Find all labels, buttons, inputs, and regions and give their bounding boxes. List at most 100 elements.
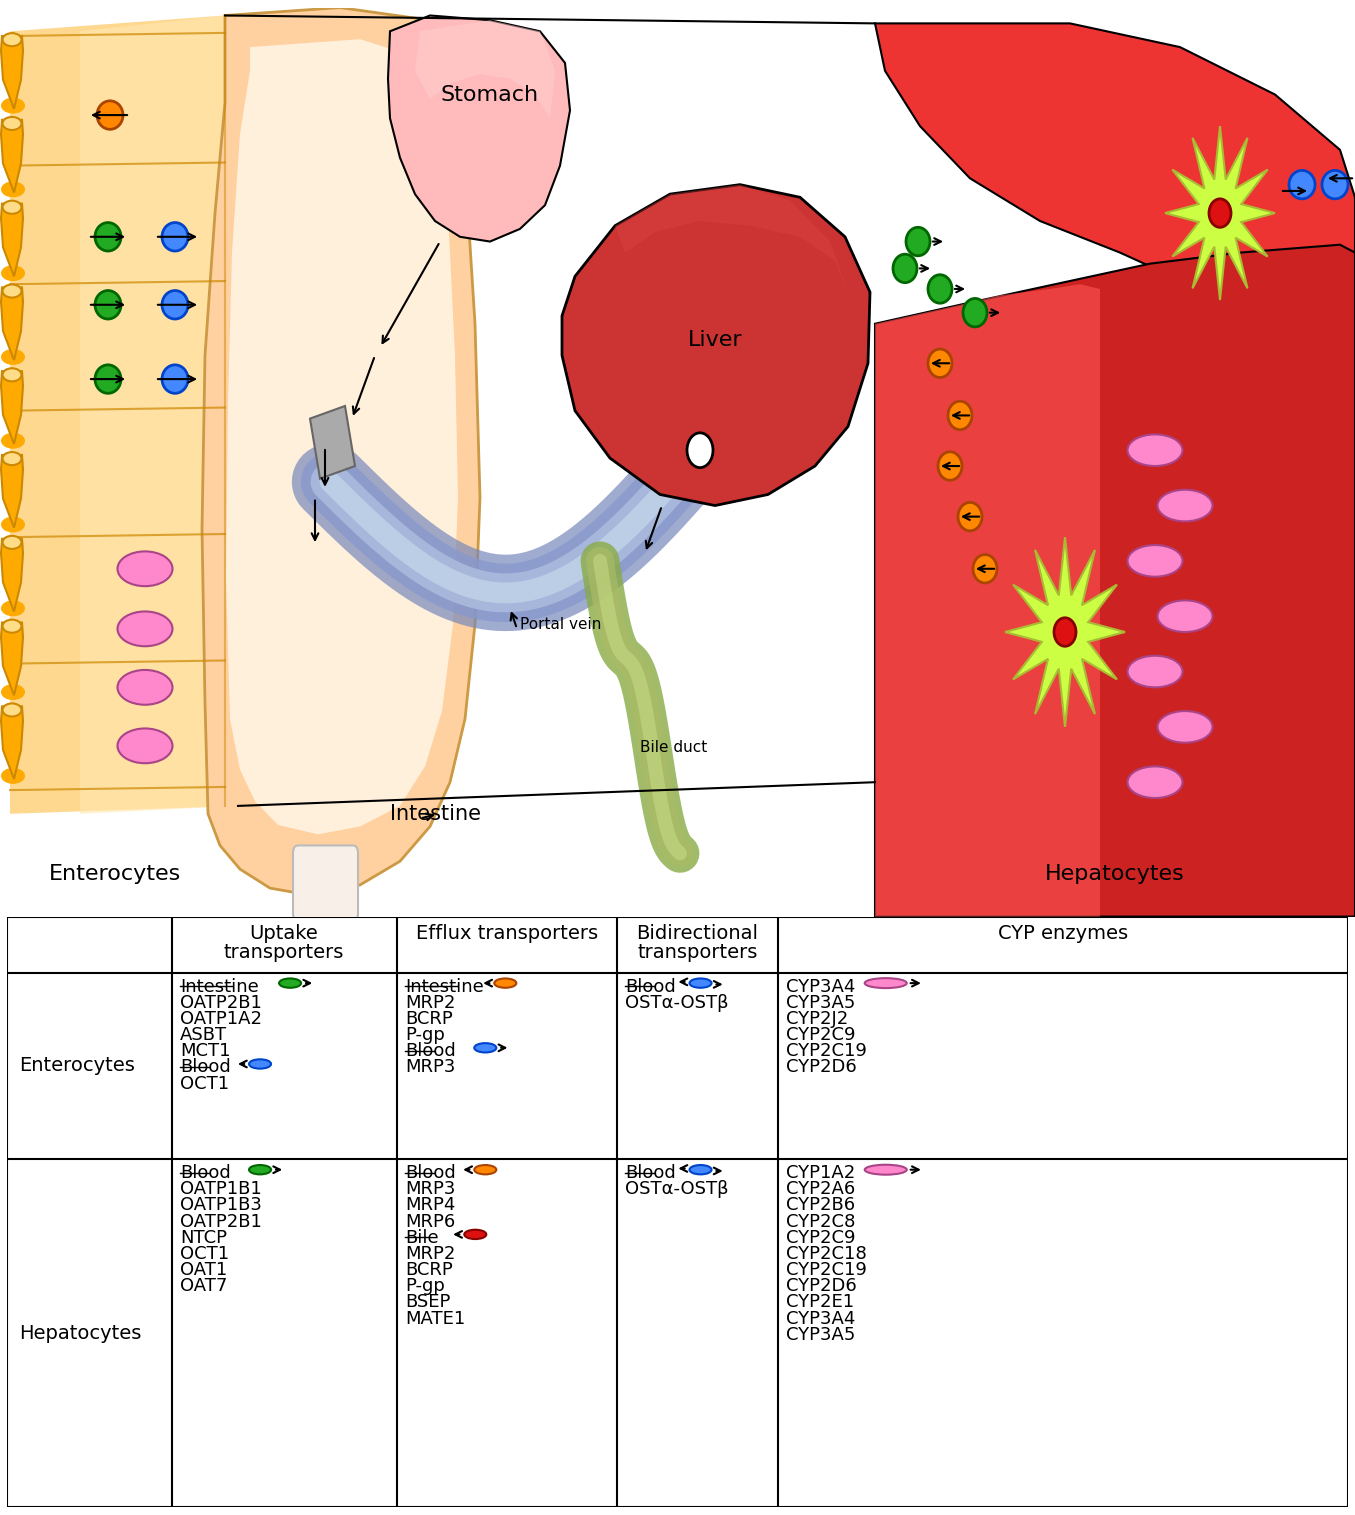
Polygon shape — [388, 15, 570, 241]
Text: OATP1A2: OATP1A2 — [180, 1011, 262, 1027]
Ellipse shape — [3, 620, 22, 633]
Polygon shape — [1, 288, 23, 361]
Text: Hepatocytes: Hepatocytes — [1045, 864, 1184, 883]
Ellipse shape — [687, 433, 713, 468]
Ellipse shape — [95, 365, 121, 394]
Text: CYP2C19: CYP2C19 — [786, 1042, 866, 1060]
Text: CYP2D6: CYP2D6 — [786, 1059, 856, 1076]
FancyBboxPatch shape — [293, 845, 358, 921]
Polygon shape — [1165, 126, 1275, 300]
Ellipse shape — [3, 451, 22, 465]
Ellipse shape — [1209, 198, 1230, 227]
Text: OATP1B1: OATP1B1 — [180, 1180, 262, 1198]
Ellipse shape — [474, 1044, 496, 1053]
Text: CYP2C19: CYP2C19 — [786, 1260, 866, 1279]
Text: OSTα-OSTβ: OSTα-OSTβ — [626, 994, 729, 1012]
Ellipse shape — [1127, 545, 1183, 577]
Ellipse shape — [279, 979, 301, 988]
Ellipse shape — [690, 1165, 711, 1174]
Ellipse shape — [3, 200, 22, 214]
Ellipse shape — [98, 102, 123, 129]
Ellipse shape — [1322, 170, 1348, 198]
Ellipse shape — [1, 600, 24, 617]
Polygon shape — [310, 406, 355, 479]
Ellipse shape — [864, 979, 906, 988]
Text: CYP3A5: CYP3A5 — [786, 994, 855, 1012]
Text: Uptake: Uptake — [249, 924, 318, 942]
Text: CYP2C18: CYP2C18 — [786, 1245, 866, 1264]
Ellipse shape — [938, 451, 962, 480]
Ellipse shape — [118, 729, 172, 764]
Text: CYP3A4: CYP3A4 — [786, 1309, 855, 1327]
Ellipse shape — [893, 255, 917, 283]
Ellipse shape — [1, 517, 24, 532]
Ellipse shape — [163, 291, 188, 320]
Ellipse shape — [3, 368, 22, 382]
Ellipse shape — [1127, 435, 1183, 467]
Ellipse shape — [249, 1165, 271, 1174]
Ellipse shape — [1157, 489, 1213, 521]
Ellipse shape — [948, 401, 972, 430]
Text: Portal vein: Portal vein — [520, 617, 602, 632]
Text: OAT1: OAT1 — [180, 1260, 228, 1279]
Ellipse shape — [495, 979, 516, 988]
Text: CYP2B6: CYP2B6 — [786, 1197, 855, 1215]
Polygon shape — [226, 39, 458, 835]
Text: Intestine: Intestine — [180, 977, 259, 995]
Text: Blood: Blood — [405, 1042, 455, 1060]
Ellipse shape — [1, 265, 24, 282]
Text: Blood: Blood — [180, 1164, 230, 1182]
Text: CYP2J2: CYP2J2 — [786, 1011, 848, 1027]
Text: Efflux transporters: Efflux transporters — [416, 924, 599, 942]
Ellipse shape — [465, 1230, 486, 1239]
Ellipse shape — [1, 348, 24, 365]
Text: Bile duct: Bile duct — [640, 739, 707, 754]
Text: CYP2D6: CYP2D6 — [786, 1277, 856, 1295]
Ellipse shape — [95, 223, 121, 251]
Polygon shape — [615, 185, 848, 292]
Text: Blood: Blood — [405, 1164, 455, 1182]
Ellipse shape — [3, 117, 22, 130]
Polygon shape — [9, 15, 238, 814]
Text: OCT1: OCT1 — [180, 1074, 229, 1092]
Text: CYP2C8: CYP2C8 — [786, 1212, 855, 1230]
Text: MRP4: MRP4 — [405, 1197, 455, 1215]
Ellipse shape — [1157, 600, 1213, 632]
Text: MRP3: MRP3 — [405, 1059, 455, 1076]
Text: CYP2E1: CYP2E1 — [786, 1294, 854, 1312]
Text: MCT1: MCT1 — [180, 1042, 230, 1060]
Polygon shape — [80, 15, 238, 814]
Ellipse shape — [1054, 618, 1076, 647]
Text: Bile: Bile — [405, 1229, 439, 1247]
Polygon shape — [1, 36, 23, 109]
Polygon shape — [875, 245, 1355, 917]
Text: P-gp: P-gp — [405, 1026, 444, 1044]
Text: Enterocytes: Enterocytes — [19, 1056, 134, 1076]
Polygon shape — [202, 8, 480, 895]
Text: MRP3: MRP3 — [405, 1180, 455, 1198]
Text: Liver: Liver — [688, 330, 743, 350]
Polygon shape — [1, 203, 23, 276]
Text: OATP1B3: OATP1B3 — [180, 1197, 262, 1215]
Polygon shape — [1005, 538, 1125, 727]
Ellipse shape — [249, 1059, 271, 1068]
Text: OSTα-OSTβ: OSTα-OSTβ — [626, 1180, 729, 1198]
Text: CYP2C9: CYP2C9 — [786, 1229, 855, 1247]
Polygon shape — [1, 371, 23, 444]
Text: OCT1: OCT1 — [180, 1245, 229, 1264]
Text: NTCP: NTCP — [180, 1229, 226, 1247]
Ellipse shape — [3, 536, 22, 548]
Text: Enterocytes: Enterocytes — [49, 864, 182, 883]
Polygon shape — [875, 285, 1100, 917]
Ellipse shape — [1127, 767, 1183, 798]
Ellipse shape — [1, 685, 24, 700]
Text: Bidirectional: Bidirectional — [637, 924, 759, 942]
Ellipse shape — [928, 348, 953, 377]
Text: Blood: Blood — [626, 977, 676, 995]
Ellipse shape — [163, 223, 188, 251]
Text: OATP2B1: OATP2B1 — [180, 994, 262, 1012]
Ellipse shape — [973, 554, 997, 583]
Ellipse shape — [1157, 711, 1213, 742]
Ellipse shape — [1, 97, 24, 114]
Polygon shape — [415, 20, 556, 118]
